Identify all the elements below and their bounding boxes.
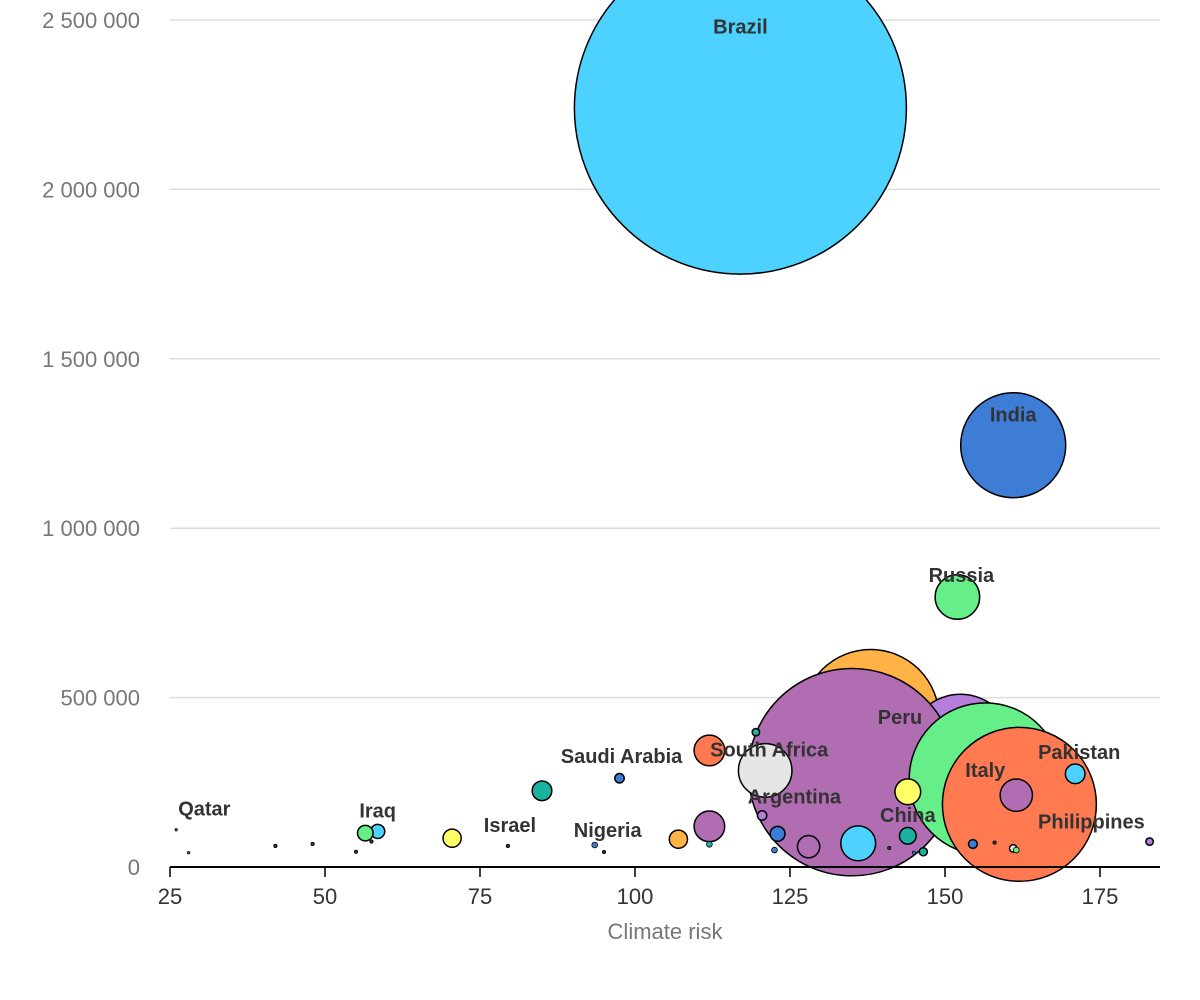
y-tick-label: 2 000 000: [42, 177, 140, 202]
bubbles: [174, 0, 1155, 883]
y-axis-tick-labels: 0 500 000 1 000 000 1 500 000 2 000 000 2 500…: [42, 8, 140, 880]
bubble[interactable]: [601, 850, 607, 855]
bubble[interactable]: [967, 838, 979, 850]
bubble[interactable]: [756, 810, 768, 821]
bubble[interactable]: [1013, 846, 1020, 854]
y-tick-label: 0: [128, 855, 140, 880]
bubble-label: Israel: [484, 815, 536, 837]
bubble[interactable]: [706, 841, 713, 848]
bubble-label: Philippines: [1038, 811, 1145, 833]
bubble-label: Argentina: [748, 786, 842, 808]
bubble[interactable]: [898, 826, 917, 845]
bubble[interactable]: [310, 841, 315, 847]
bubble[interactable]: [894, 778, 922, 806]
bubble[interactable]: [614, 772, 625, 784]
bubble[interactable]: [840, 825, 877, 862]
bubble[interactable]: [796, 834, 821, 859]
bubble-label: Qatar: [178, 799, 230, 821]
bubble[interactable]: [934, 573, 981, 620]
bubble[interactable]: [356, 824, 374, 842]
bubble-label: South Africa: [710, 739, 829, 761]
x-tick-label: 75: [468, 884, 492, 909]
y-tick-label: 2 500 000: [42, 8, 140, 33]
bubble[interactable]: [187, 851, 191, 855]
bubble[interactable]: [668, 829, 689, 850]
bubble-label: Peru: [878, 707, 922, 729]
bubble[interactable]: [737, 742, 793, 798]
bubble-label: Pakistan: [1038, 742, 1120, 764]
bubble[interactable]: [751, 727, 761, 737]
bubble[interactable]: [505, 843, 510, 849]
bubble-label: India: [990, 405, 1038, 427]
bubble-label: China: [880, 805, 936, 827]
bubble[interactable]: [353, 849, 359, 854]
bubble[interactable]: [771, 846, 778, 854]
bubble[interactable]: [1064, 763, 1086, 785]
bubble-label: Russia: [929, 565, 995, 587]
y-tick-label: 500 000: [60, 686, 140, 711]
bubble[interactable]: [693, 734, 726, 767]
x-axis-ticks: 25 50 75 100 125 150 175: [158, 867, 1119, 909]
x-tick-label: 175: [1082, 884, 1119, 909]
bubble[interactable]: [1145, 837, 1155, 847]
bubble-label: Iraq: [359, 800, 396, 822]
x-tick-label: 150: [927, 884, 964, 909]
x-tick-label: 125: [772, 884, 809, 909]
y-tick-label: 1 500 000: [42, 347, 140, 372]
bubble[interactable]: [591, 841, 598, 849]
bubble[interactable]: [174, 828, 178, 832]
bubble[interactable]: [693, 810, 726, 843]
bubble[interactable]: [442, 828, 462, 849]
bubble[interactable]: [531, 780, 553, 802]
bubble-labels: Brazil India Russia Peru Italy Philippines Sou…: [178, 16, 1145, 842]
x-tick-label: 50: [313, 884, 337, 909]
bubble[interactable]: [999, 778, 1034, 813]
y-tick-label: 1 000 000: [42, 516, 140, 541]
bubble[interactable]: [918, 846, 929, 857]
bubble[interactable]: [273, 843, 278, 849]
bubble[interactable]: [911, 850, 917, 855]
bubble-label: Italy: [965, 760, 1006, 782]
bubble-label: Nigeria: [574, 820, 643, 842]
bubble[interactable]: [992, 840, 997, 845]
bubble-label: Saudi Arabia: [561, 746, 683, 768]
bubble[interactable]: [573, 0, 908, 275]
x-tick-label: 100: [617, 884, 654, 909]
x-axis-title: Climate risk: [608, 919, 724, 944]
bubble[interactable]: [959, 391, 1067, 499]
x-tick-label: 25: [158, 884, 182, 909]
bubble[interactable]: [769, 825, 786, 842]
bubble[interactable]: [887, 845, 892, 851]
bubble-label: Brazil: [713, 16, 767, 38]
bubble[interactable]: [369, 839, 374, 844]
